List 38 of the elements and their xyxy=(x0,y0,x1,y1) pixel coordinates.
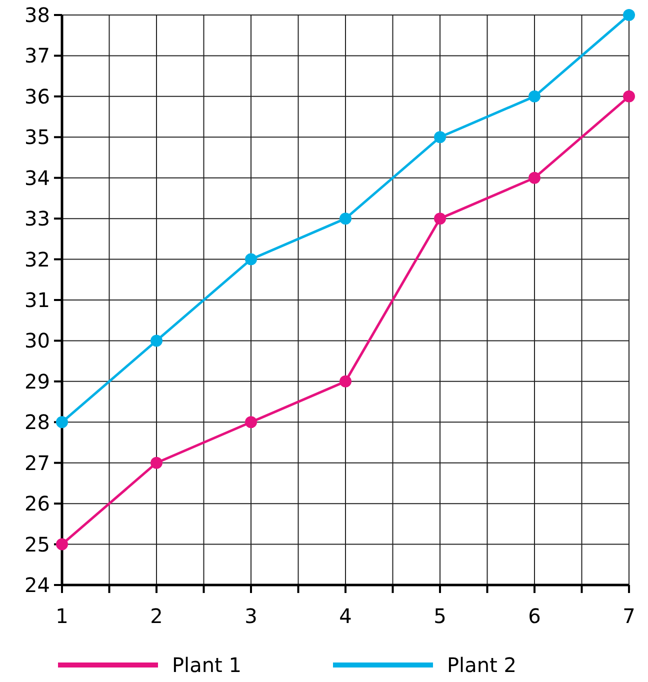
point xyxy=(528,172,540,184)
x-tick-label: 7 xyxy=(622,604,636,628)
legend-label: Plant 2 xyxy=(447,653,516,677)
point xyxy=(434,212,446,225)
y-tick-label: 33 xyxy=(24,206,50,231)
y-tick-label: 26 xyxy=(24,492,50,516)
y-tick-label: 34 xyxy=(24,166,50,190)
legend-label: Plant 1 xyxy=(172,653,242,677)
point xyxy=(245,416,257,428)
y-tick-label: 25 xyxy=(24,532,50,556)
point xyxy=(340,375,352,388)
point xyxy=(56,538,68,550)
y-tick-label: 37 xyxy=(24,44,50,68)
y-tick-label: 30 xyxy=(24,328,50,353)
point xyxy=(150,334,162,347)
point xyxy=(623,90,635,102)
x-tick-label: 6 xyxy=(528,604,541,628)
point xyxy=(623,9,635,21)
y-tick-label: 28 xyxy=(24,410,50,434)
x-tick-label: 4 xyxy=(339,604,352,628)
point xyxy=(528,90,540,102)
y-tick-label: 36 xyxy=(24,84,50,108)
y-tick-label: 24 xyxy=(24,573,50,597)
x-tick-label: 5 xyxy=(434,604,446,628)
y-tick-label: 29 xyxy=(24,369,50,394)
point xyxy=(340,212,352,225)
x-tick-label: 2 xyxy=(150,604,163,628)
y-tick-label: 27 xyxy=(24,450,50,475)
point xyxy=(150,456,162,469)
y-tick-label: 31 xyxy=(24,288,50,312)
point xyxy=(245,253,257,266)
point xyxy=(434,131,446,144)
x-tick-label: 3 xyxy=(244,604,258,628)
y-tick-label: 35 xyxy=(24,125,50,150)
x-tick-label: 1 xyxy=(56,604,68,628)
y-tick-label: 38 xyxy=(24,3,50,27)
y-tick-label: 32 xyxy=(24,247,50,272)
point xyxy=(56,416,68,428)
